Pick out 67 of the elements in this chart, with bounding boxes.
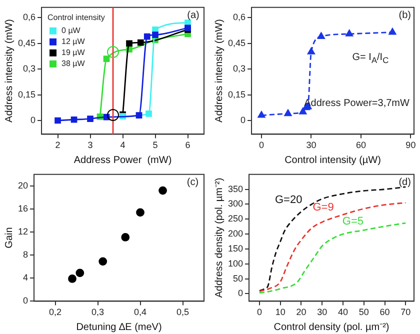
annotation: (a) [187,10,200,22]
annotation: G= I$_{A}$/I$_{C}$ [352,52,389,66]
x-tick-label: 0 [256,307,262,318]
y-tick-label: 0 [240,114,246,125]
y-axis-title: Address intensity (mW) [214,19,225,122]
x-tick-label: 0 [258,140,264,150]
y-tick-label: 0,15 [228,89,246,100]
legend-label: 38 µW [62,59,86,68]
x-tick-label: 6 [185,140,190,150]
legend-label: 0 µW [62,26,81,36]
x-tick-label: 90 [406,140,416,150]
y-tick-label: 0,6 [23,12,36,22]
x-tick-label: 0,2 [49,307,62,318]
x-tick-label: 0,4 [134,307,147,318]
annotation: (c) [186,177,199,188]
x-tick-label: 10 [275,307,286,318]
y-tick-label: 100 [228,258,244,268]
x-tick-label: 60 [356,140,366,150]
y-tick-label: 50 [233,273,244,284]
x-tick-label: 2 [55,140,60,150]
x-tick-label: 50 [358,307,369,318]
x-tick-label: 70 [400,307,411,318]
y-tick-label: 0,3 [233,64,246,74]
y-tick-label: 4 [22,272,28,283]
y-axis-title: Address intensity (mW) [4,19,15,122]
y-tick-label: 0 [30,114,36,125]
x-tick-label: 30 [306,140,316,150]
legend-title: Control intensity [48,13,105,22]
y-tick-label: 12 [18,226,28,237]
legend-label: 12 µW [62,37,86,46]
y-tick-label: 150 [228,243,244,254]
y-tick-label: 200 [228,228,244,239]
y-tick-label: 350 [228,184,244,194]
y-tick-label: 0,15 [18,89,36,100]
x-tick-label: 3 [88,140,93,150]
series-label: G=5 [342,215,364,228]
x-tick-label: 0,3 [92,307,104,318]
legend-label: 19 µW [62,48,86,58]
y-tick-label: 0,6 [233,12,246,22]
y-axis-title: Gain [4,227,15,248]
x-tick-label: 4 [120,140,126,150]
x-tick-label: 0,5 [176,307,190,318]
x-axis-title: Control intensity (µW) [284,154,381,166]
y-tick-label: 0,45 [228,38,246,48]
y-axis-title: Address density (pol. µm⁻²) [214,178,225,298]
series-label: G=9 [312,201,334,214]
annotation: (d) [398,177,411,188]
y-tick-label: 0,3 [23,64,36,74]
annotation: (b) [398,10,411,22]
y-tick-label: 16 [18,203,28,214]
y-tick-label: 0,45 [18,38,36,48]
x-tick-label: 30 [317,307,328,318]
x-axis-title: Detuning ∆E (meV) [76,322,162,333]
y-tick-label: 0 [238,288,244,298]
x-tick-label: 40 [338,307,348,318]
x-tick-label: 5 [152,140,158,150]
y-tick-label: 250 [228,214,244,224]
x-tick-label: 60 [380,307,390,318]
x-tick-label: 20 [296,307,306,318]
series-label: G=20 [275,194,302,206]
annotation: Address Power=3,7mW [304,98,410,109]
x-axis-title: Address Power (mW) [74,154,172,166]
y-tick-label: 300 [228,198,244,209]
y-tick-label: 8 [22,250,28,260]
x-axis-title: Control density (pol. µm⁻²) [274,322,390,333]
y-tick-label: 20 [18,180,28,190]
y-tick-label: 0 [22,296,28,306]
